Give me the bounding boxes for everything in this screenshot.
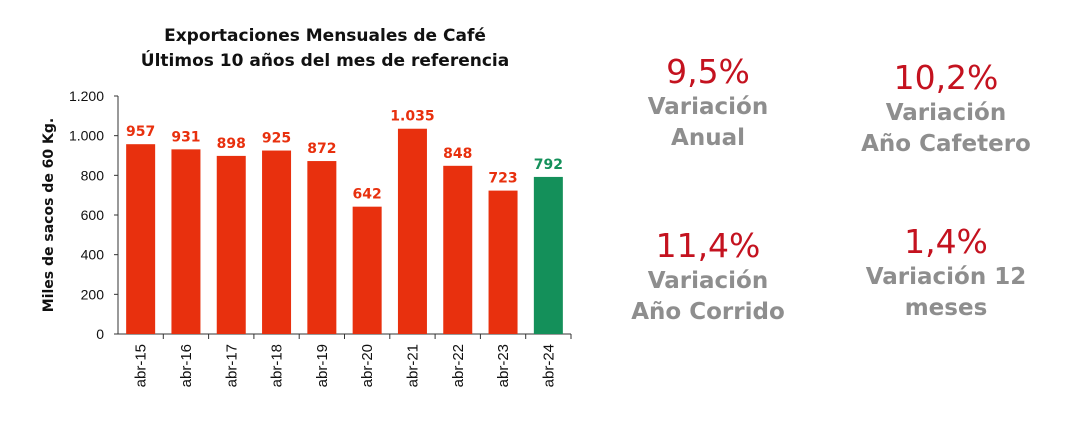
bar-value-label: 1.035 [390, 109, 434, 125]
bar-value-label: 898 [217, 136, 246, 152]
kpi-variacion-12-meses: 1,4% Variación 12 meses [826, 222, 1066, 324]
y-tick-label: 400 [81, 247, 105, 263]
kpi-label: Variación 12 meses [865, 264, 1027, 321]
x-tick-label: abr-17 [223, 344, 240, 387]
kpi-label: Variación Año Cafetero [861, 100, 1031, 157]
bar [443, 165, 473, 334]
x-tick-label: abr-20 [359, 344, 376, 387]
bar [307, 161, 337, 334]
y-tick-label: 0 [96, 326, 104, 342]
bar [352, 206, 382, 334]
y-tick-label: 1.000 [69, 128, 104, 144]
kpi-label: Variación Anual [647, 94, 769, 151]
chart-title-block: Exportaciones Mensuales de Café Últimos … [90, 24, 560, 74]
kpi-label: Variación Año Corrido [631, 268, 785, 325]
x-tick-label: abr-24 [540, 344, 557, 387]
x-tick-label: abr-16 [178, 344, 195, 387]
y-tick-label: 200 [81, 286, 105, 302]
bar [488, 190, 518, 334]
bar-value-label: 848 [443, 146, 472, 162]
bar-value-label: 792 [534, 157, 563, 173]
x-tick-label: abr-19 [314, 344, 331, 387]
bar-value-label: 723 [488, 171, 517, 187]
bar-value-label: 925 [262, 131, 291, 147]
bar-chart: 0 200 400 600 800 1.000 1.200 Miles de sacos de… [41, 88, 572, 387]
kpi-variacion-anual: 9,5% Variación Anual [588, 52, 828, 154]
x-tick-label: abr-23 [495, 344, 512, 387]
bar [397, 128, 427, 334]
bar-value-label: 957 [126, 124, 155, 140]
bar [533, 176, 563, 334]
y-axis-title: Miles de sacos de 60 Kg. [41, 118, 57, 312]
y-tick-label: 1.200 [69, 88, 104, 104]
bar-value-label: 642 [353, 187, 382, 203]
bar-value-label: 872 [307, 141, 336, 157]
kpi-value: 10,2% [893, 58, 999, 97]
x-tick-label: abr-21 [404, 344, 421, 387]
kpi-variacion-ano-cafetero: 10,2% Variación Año Cafetero [826, 58, 1066, 160]
bar-value-label: 931 [171, 129, 200, 145]
kpi-value: 11,4% [655, 226, 761, 265]
chart-subtitle: Últimos 10 años del mes de referencia [140, 51, 510, 71]
bar [216, 155, 246, 334]
bar [262, 150, 292, 334]
kpi-value: 9,5% [666, 52, 750, 91]
kpi-value: 1,4% [904, 222, 988, 261]
y-tick-label: 800 [81, 167, 105, 183]
kpi-variacion-ano-corrido: 11,4% Variación Año Corrido [588, 226, 828, 328]
x-tick-label: abr-18 [269, 344, 286, 387]
bar [171, 149, 201, 334]
bar [126, 144, 156, 334]
x-tick-label: abr-15 [133, 344, 150, 387]
y-tick-label: 600 [81, 207, 105, 223]
x-tick-label: abr-22 [450, 344, 467, 387]
chart-title: Exportaciones Mensuales de Café [164, 26, 486, 46]
